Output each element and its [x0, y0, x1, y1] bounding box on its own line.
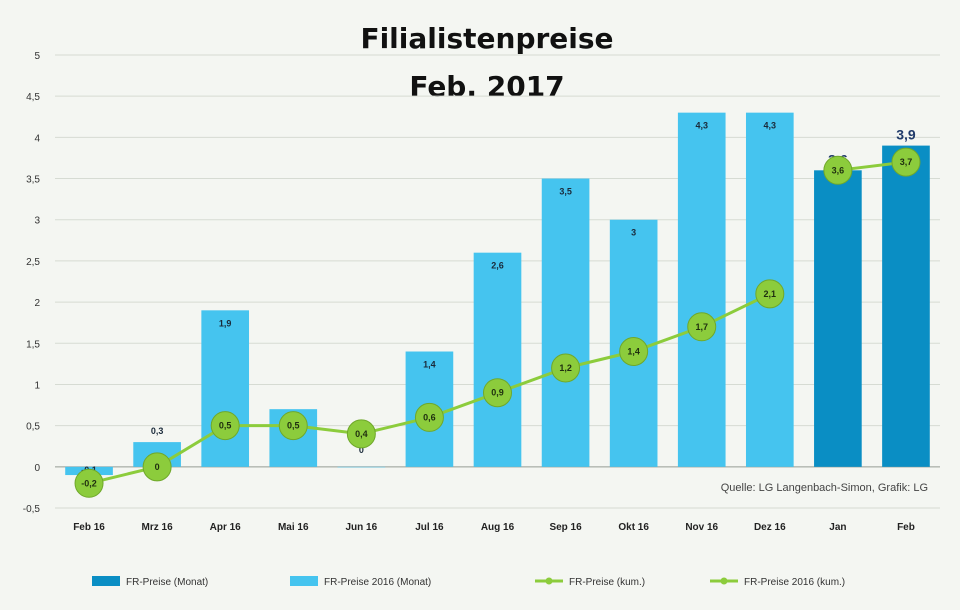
point-data-label: -0,2 — [81, 478, 97, 488]
x-axis-ticks: Feb 16 Mrz 16 Apr 16 Mai 16 Jun 16 Jul 16 Aug … — [73, 522, 915, 533]
point-data-label: 1,2 — [559, 363, 572, 373]
legend-label: FR-Preise 2016 (Monat) — [324, 577, 431, 588]
point-data-label: 2,1 — [764, 289, 777, 299]
point-data-label: 0 — [155, 462, 160, 472]
data-point — [551, 353, 581, 383]
x-tick-label: Nov 16 — [685, 522, 718, 533]
point-data-label: 0,4 — [355, 429, 368, 439]
y-tick-label: 3 — [34, 216, 40, 227]
data-point — [891, 147, 921, 177]
y-tick-label: -0,5 — [23, 504, 41, 515]
x-tick-label: Jul 16 — [415, 522, 444, 533]
bar — [814, 170, 862, 467]
legend-label: FR-Preise (Monat) — [126, 577, 208, 588]
bar-data-label: 3,5 — [559, 187, 572, 197]
legend-label: FR-Preise 2016 (kum.) — [744, 577, 845, 588]
data-point — [142, 452, 172, 482]
data-point — [74, 468, 104, 498]
point-data-label: 3,6 — [832, 165, 845, 175]
y-tick-label: 2 — [34, 298, 40, 309]
data-point — [483, 378, 512, 408]
y-tick-label: 3,5 — [26, 175, 40, 186]
data-point — [619, 337, 649, 367]
source-note: Quelle: LG Langenbach-Simon, Grafik: LG — [721, 482, 928, 494]
bar-data-label: 3 — [631, 228, 636, 238]
bar-data-label: 0 — [359, 445, 364, 455]
x-tick-label: Jun 16 — [346, 522, 378, 533]
legend: FR-Preise (Monat) FR-Preise 2016 (Monat) F… — [92, 576, 845, 588]
y-tick-label: 1,5 — [26, 339, 40, 350]
x-tick-label: Feb 16 — [73, 522, 105, 533]
point-data-label: 0,5 — [219, 421, 232, 431]
x-tick-label: Dez 16 — [754, 522, 786, 533]
bar-data-label: 1,9 — [219, 318, 232, 328]
data-point — [414, 402, 444, 432]
bar — [677, 112, 726, 467]
bar — [337, 466, 386, 468]
bar-data-label: 3,9 — [896, 127, 916, 143]
bar-layer — [65, 112, 930, 476]
x-tick-label: Feb — [897, 522, 915, 533]
x-tick-label: Jan — [829, 522, 846, 533]
bar-data-label: 4,3 — [695, 121, 708, 131]
legend-swatch — [290, 576, 318, 586]
y-tick-label: 5 — [34, 51, 40, 62]
point-data-label: 1,4 — [627, 347, 640, 357]
bar — [541, 178, 590, 467]
x-tick-label: Mrz 16 — [142, 522, 174, 533]
legend-swatch — [92, 576, 120, 586]
y-tick-label: 4,5 — [26, 92, 40, 103]
data-point — [823, 155, 853, 185]
y-tick-label: 0 — [34, 463, 40, 474]
legend-swatch-marker — [720, 577, 728, 585]
bar — [201, 310, 250, 467]
x-tick-label: Mai 16 — [278, 522, 309, 533]
legend-label: FR-Preise (kum.) — [569, 577, 645, 588]
data-point — [210, 411, 240, 441]
bar-data-label: 0,3 — [151, 426, 164, 436]
point-data-label: 0,6 — [423, 412, 436, 422]
point-data-label: 1,7 — [695, 322, 708, 332]
y-axis-ticks: -0,5 0 0,5 1 1,5 2 2,5 3 3,5 4 4,5 5 — [23, 51, 41, 515]
x-tick-label: Aug 16 — [481, 522, 515, 533]
point-data-label: 3,7 — [900, 157, 913, 167]
x-tick-label: Okt 16 — [618, 522, 649, 533]
y-tick-label: 1 — [34, 380, 40, 391]
chart-title-line1: Filialistenpreise — [360, 22, 613, 55]
point-data-label: 0,9 — [491, 388, 504, 398]
bar — [882, 145, 930, 467]
bar — [473, 252, 522, 467]
point-data-label: 0,5 — [287, 421, 300, 431]
bar-data-label: 2,6 — [491, 261, 504, 271]
y-tick-label: 2,5 — [26, 257, 40, 268]
data-point — [755, 279, 785, 309]
point-layer: 3,6 3,7 -0,2 0 0,5 0,5 0,4 0,6 0,9 1,2 1,4 1,7 2,1 — [74, 147, 921, 498]
chart-title-line2: Feb. 2017 — [409, 70, 564, 103]
bar-data-label: 4,3 — [764, 121, 777, 131]
bar-data-label: 1,4 — [423, 360, 436, 370]
y-tick-label: 0,5 — [26, 422, 40, 433]
data-point — [346, 419, 376, 449]
x-tick-label: Sep 16 — [549, 522, 582, 533]
data-point — [687, 312, 717, 342]
legend-swatch-marker — [545, 577, 553, 585]
x-tick-label: Apr 16 — [210, 522, 242, 533]
data-point — [278, 411, 308, 441]
y-tick-label: 4 — [34, 133, 40, 144]
